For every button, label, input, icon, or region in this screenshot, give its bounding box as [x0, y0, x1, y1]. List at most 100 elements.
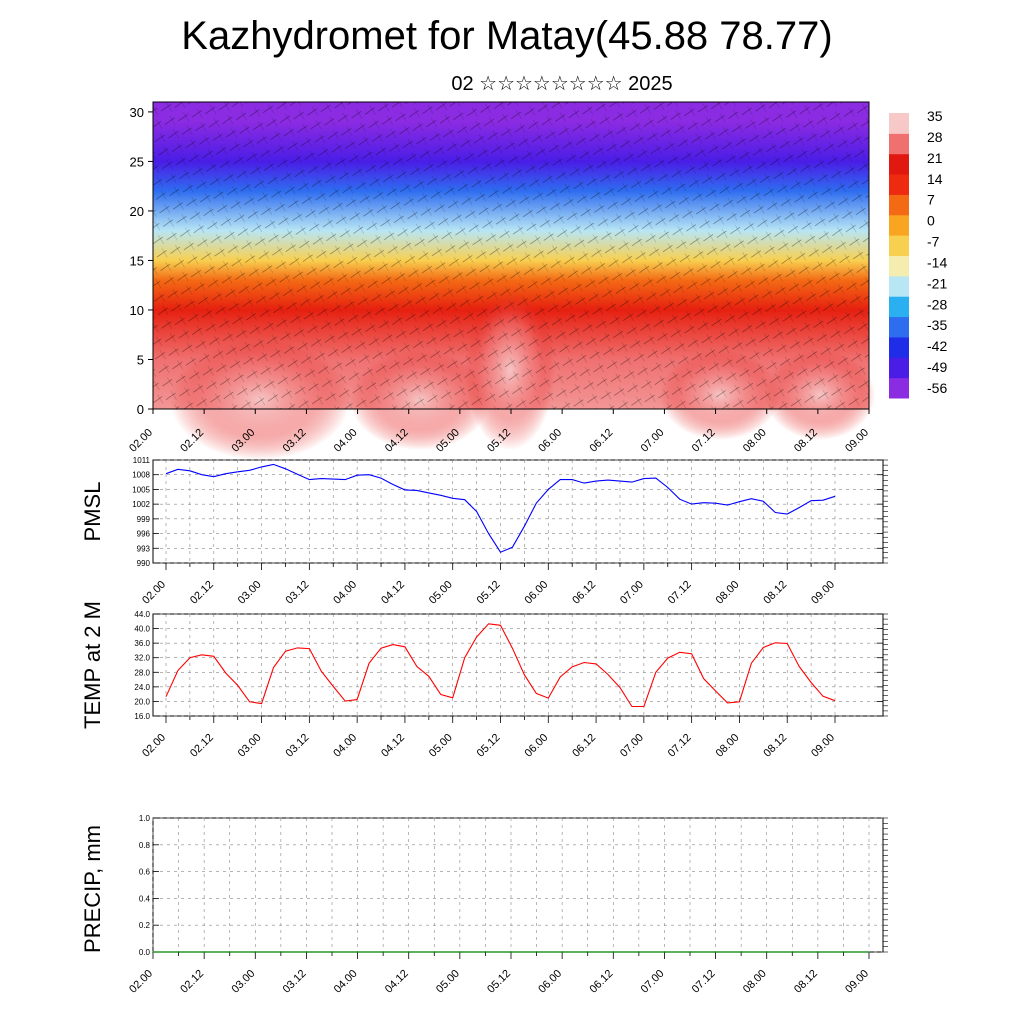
panel-frame — [152, 459, 884, 564]
y-tick-label: 996 — [137, 530, 151, 539]
x-tick-label: 06.00 — [522, 579, 550, 607]
y-tick-label: 0.6 — [139, 868, 151, 877]
y-tick-label: 1005 — [132, 485, 150, 494]
x-tick-label: 02.12 — [188, 732, 216, 760]
colorbar-label: -21 — [927, 275, 947, 291]
y-tick-label: 1.0 — [139, 814, 151, 823]
x-tick-label: 07.12 — [666, 579, 694, 607]
colorbar-segment — [889, 133, 909, 155]
y-tick-label: 10 — [130, 303, 144, 318]
x-tick-label: 05.12 — [485, 968, 513, 996]
y-tick-label: 0.2 — [139, 921, 151, 930]
x-tick-label: 09.00 — [843, 968, 871, 996]
colorbar-label: 21 — [927, 150, 943, 166]
x-tick-label: 05.12 — [475, 579, 503, 607]
x-tick-label: 06.00 — [536, 427, 564, 455]
x-tick-label: 04.12 — [379, 732, 407, 760]
y-tick-label: 40.0 — [134, 625, 150, 634]
colorbar-segment — [889, 275, 909, 297]
colorbar-segment — [889, 377, 909, 399]
colorbar-segment — [889, 174, 909, 195]
x-tick-label: 08.00 — [741, 968, 769, 996]
colorbar-segment — [889, 357, 909, 379]
colorbar-segment — [889, 316, 909, 338]
x-tick-label: 06.12 — [570, 579, 598, 607]
x-tick-label: 02.12 — [188, 579, 216, 607]
y-tick-label: 15 — [130, 253, 144, 268]
x-tick-label: 06.12 — [587, 427, 615, 455]
x-tick-label: 02.12 — [178, 968, 206, 996]
x-tick-label: 05.12 — [475, 732, 503, 760]
y-tick-label: 0.8 — [139, 841, 151, 850]
colorbar-label: 28 — [927, 129, 943, 145]
pmsl-panel: 990 993 996 999 1002 1005 1008 1011 02.00 02.12 03… — [80, 456, 888, 607]
x-tick-label: 03.00 — [229, 968, 257, 996]
x-tick-label: 08.00 — [714, 732, 742, 760]
page-subtitle: 02 ☆☆☆☆☆☆☆☆ 2025 — [451, 73, 673, 95]
y-tick-label: 1011 — [133, 456, 151, 465]
colorbar-segment — [889, 296, 909, 318]
x-tick-label: 06.00 — [536, 968, 564, 996]
colorbar-segment — [889, 336, 909, 358]
precip-panel: 0.0 0.2 0.4 0.6 0.8 1.0 02.00 02.12 03.00 03.12 04… — [80, 814, 888, 996]
colorbar-label: 35 — [927, 108, 943, 124]
x-tick-label: 06.00 — [522, 732, 550, 760]
colorbar-segment — [889, 255, 909, 277]
colorbar-segment — [889, 153, 909, 175]
y-tick-label: 999 — [137, 515, 151, 524]
colorbar-label: -56 — [927, 380, 947, 396]
x-tick-label: 08.12 — [761, 732, 789, 760]
x-tick-label: 03.00 — [236, 732, 264, 760]
x-tick-label: 05.00 — [427, 579, 455, 607]
x-tick-label: 03.00 — [236, 579, 264, 607]
x-tick-label: 08.12 — [792, 968, 820, 996]
x-tick-label: 08.12 — [761, 579, 789, 607]
y-tick-label: 1008 — [132, 471, 150, 480]
x-tick-label: 04.00 — [331, 732, 359, 760]
colorbar-label: -14 — [927, 254, 947, 270]
y-axis-label: TEMP at 2 M — [80, 601, 105, 729]
x-tick-label: 07.00 — [618, 732, 646, 760]
series-line — [165, 623, 836, 708]
y-tick-label: 36.0 — [134, 639, 150, 648]
x-tick-label: 09.00 — [809, 732, 837, 760]
colorbar-segment — [889, 235, 909, 256]
y-tick-label: 0.4 — [139, 894, 151, 903]
y-tick-label: 44.0 — [134, 610, 150, 619]
y-tick-label: 24.0 — [134, 683, 150, 692]
x-tick-label: 05.00 — [434, 968, 462, 996]
wind-vector-field — [153, 102, 869, 409]
y-tick-label: 5 — [137, 352, 144, 367]
x-tick-label: 04.12 — [379, 579, 407, 607]
y-tick-label: 20 — [130, 204, 144, 219]
y-tick-label: 20.0 — [134, 697, 150, 706]
x-tick-label: 02.00 — [127, 427, 155, 455]
x-tick-label: 07.12 — [666, 732, 694, 760]
colorbar-label: -49 — [927, 359, 947, 375]
x-tick-label: 06.12 — [570, 732, 598, 760]
x-tick-label: 04.00 — [331, 579, 359, 607]
y-tick-label: 16.0 — [134, 712, 150, 721]
y-tick-label: 990 — [137, 559, 151, 568]
x-tick-label: 07.00 — [639, 427, 667, 455]
x-tick-label: 06.12 — [587, 968, 615, 996]
x-tick-label: 04.12 — [383, 968, 411, 996]
x-tick-label: 03.12 — [284, 579, 312, 607]
colorbar-segment — [889, 194, 909, 216]
colorbar-label: -7 — [927, 234, 940, 250]
y-axis-label: PMSL — [80, 482, 105, 542]
y-tick-label: 0.0 — [139, 948, 151, 957]
x-tick-label: 07.00 — [639, 968, 667, 996]
x-tick-label: 03.12 — [284, 732, 312, 760]
x-tick-label: 07.00 — [618, 579, 646, 607]
x-tick-label: 09.00 — [809, 579, 837, 607]
y-tick-label: 0 — [137, 402, 144, 417]
colorbar-label: 14 — [927, 171, 943, 187]
x-tick-label: 02.00 — [127, 968, 155, 996]
colorbar-label: -35 — [927, 317, 947, 333]
x-tick-label: 08.00 — [714, 579, 742, 607]
colorbar-label: -28 — [927, 296, 947, 312]
colorbar-label: 0 — [927, 213, 935, 229]
